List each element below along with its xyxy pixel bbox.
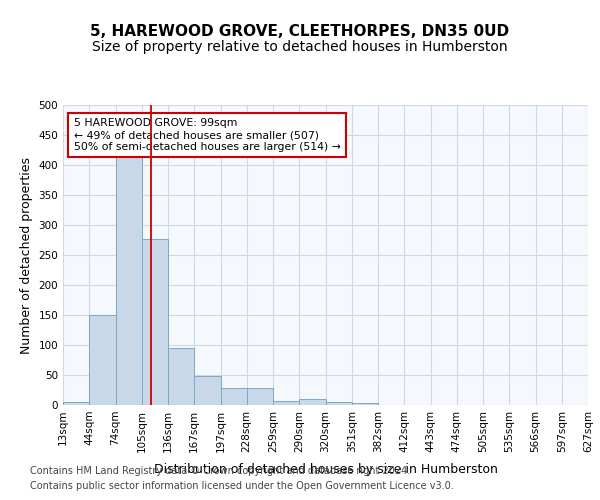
Bar <box>142 239 168 405</box>
Bar <box>273 401 299 405</box>
Bar <box>194 376 221 405</box>
Y-axis label: Number of detached properties: Number of detached properties <box>20 156 33 354</box>
Bar <box>299 399 325 405</box>
Bar <box>89 315 115 405</box>
Bar <box>63 402 89 405</box>
Text: Contains HM Land Registry data © Crown copyright and database right 2024.: Contains HM Land Registry data © Crown c… <box>30 466 410 476</box>
Bar <box>352 403 378 405</box>
Text: Contains public sector information licensed under the Open Government Licence v3: Contains public sector information licen… <box>30 481 454 491</box>
X-axis label: Distribution of detached houses by size in Humberston: Distribution of detached houses by size … <box>154 463 497 476</box>
Bar <box>221 388 247 405</box>
Bar <box>168 348 194 405</box>
Text: 5 HAREWOOD GROVE: 99sqm
← 49% of detached houses are smaller (507)
50% of semi-d: 5 HAREWOOD GROVE: 99sqm ← 49% of detache… <box>74 118 340 152</box>
Text: Size of property relative to detached houses in Humberston: Size of property relative to detached ho… <box>92 40 508 54</box>
Bar <box>325 402 352 405</box>
Bar <box>115 153 142 405</box>
Bar <box>247 388 273 405</box>
Text: 5, HAREWOOD GROVE, CLEETHORPES, DN35 0UD: 5, HAREWOOD GROVE, CLEETHORPES, DN35 0UD <box>91 24 509 39</box>
